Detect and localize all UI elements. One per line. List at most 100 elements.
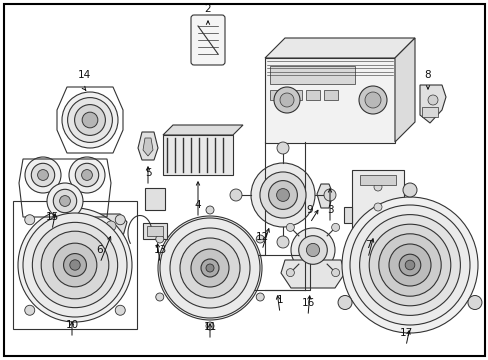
Circle shape [298, 236, 326, 264]
Circle shape [268, 181, 297, 210]
Polygon shape [316, 184, 332, 208]
Circle shape [364, 92, 380, 108]
Circle shape [388, 244, 430, 286]
Circle shape [358, 86, 386, 114]
Bar [13, 201, 137, 329]
Bar [324, 90, 337, 100]
Circle shape [69, 157, 105, 193]
Circle shape [32, 222, 118, 308]
Circle shape [75, 163, 99, 187]
Circle shape [106, 221, 116, 231]
Circle shape [82, 112, 98, 128]
Circle shape [331, 269, 339, 276]
Bar [305, 90, 319, 100]
Bar [264, 58, 394, 143]
Bar [287, 90, 302, 100]
Circle shape [156, 293, 163, 301]
Bar [359, 175, 395, 185]
Text: 15: 15 [45, 212, 59, 222]
Circle shape [160, 218, 260, 318]
Bar [359, 245, 395, 255]
Circle shape [337, 296, 351, 310]
Circle shape [25, 157, 61, 193]
Circle shape [405, 260, 414, 270]
Circle shape [31, 163, 55, 187]
Text: 6: 6 [97, 245, 103, 255]
Circle shape [324, 189, 335, 201]
Text: 16: 16 [301, 298, 314, 308]
Circle shape [256, 235, 264, 243]
Circle shape [402, 183, 416, 197]
Circle shape [256, 293, 264, 301]
Text: 10: 10 [65, 320, 79, 330]
Circle shape [280, 93, 293, 107]
Circle shape [67, 98, 112, 143]
Circle shape [205, 264, 214, 272]
Circle shape [75, 105, 105, 135]
Text: 8: 8 [424, 70, 430, 80]
Text: 12: 12 [255, 232, 268, 242]
Circle shape [23, 213, 127, 317]
Circle shape [205, 206, 214, 214]
Circle shape [373, 239, 381, 247]
Text: 4: 4 [194, 200, 201, 210]
Circle shape [41, 231, 108, 299]
Circle shape [290, 228, 334, 272]
Circle shape [60, 195, 70, 206]
FancyBboxPatch shape [191, 15, 224, 65]
Circle shape [38, 170, 48, 180]
Circle shape [25, 215, 35, 225]
Circle shape [201, 259, 219, 277]
Circle shape [398, 254, 420, 276]
Polygon shape [97, 214, 127, 240]
Circle shape [260, 172, 305, 218]
Circle shape [70, 260, 80, 270]
Text: 5: 5 [144, 168, 151, 178]
Polygon shape [281, 260, 345, 288]
Text: 3: 3 [326, 205, 333, 215]
Bar [145, 188, 164, 210]
Polygon shape [343, 207, 351, 223]
Bar [269, 90, 284, 100]
Bar [351, 170, 403, 260]
Polygon shape [264, 38, 414, 58]
Circle shape [81, 170, 92, 180]
Text: 14: 14 [77, 70, 90, 80]
Polygon shape [394, 38, 414, 142]
Bar [142, 223, 167, 239]
Circle shape [359, 215, 460, 315]
Circle shape [205, 322, 214, 330]
Circle shape [286, 223, 294, 231]
Bar [421, 107, 437, 117]
Circle shape [373, 223, 381, 231]
Circle shape [273, 87, 299, 113]
Circle shape [115, 305, 125, 315]
Circle shape [191, 249, 228, 287]
Circle shape [373, 203, 381, 211]
Text: 13: 13 [153, 245, 166, 255]
Circle shape [158, 216, 262, 320]
Circle shape [378, 234, 440, 296]
Circle shape [341, 197, 477, 333]
Circle shape [53, 189, 77, 213]
Circle shape [229, 189, 242, 201]
Bar [269, 66, 354, 84]
Polygon shape [419, 85, 445, 123]
Circle shape [306, 243, 319, 257]
Circle shape [170, 228, 249, 308]
Circle shape [427, 95, 437, 105]
Circle shape [53, 243, 97, 287]
Circle shape [276, 189, 289, 201]
Circle shape [18, 208, 132, 322]
Circle shape [63, 253, 86, 276]
Bar [163, 135, 232, 175]
Circle shape [373, 183, 381, 191]
Circle shape [115, 215, 125, 225]
Polygon shape [142, 138, 153, 156]
Polygon shape [138, 132, 158, 160]
Circle shape [368, 224, 450, 306]
Circle shape [156, 235, 163, 243]
Circle shape [286, 269, 294, 276]
Circle shape [331, 223, 339, 231]
Circle shape [180, 238, 240, 298]
